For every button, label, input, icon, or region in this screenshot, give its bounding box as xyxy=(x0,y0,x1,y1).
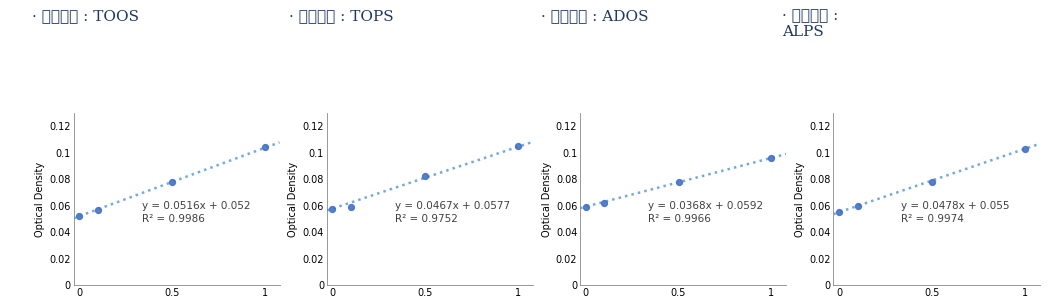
Point xyxy=(342,205,359,209)
Point xyxy=(70,214,87,219)
Y-axis label: Optical Density: Optical Density xyxy=(795,162,805,236)
Point xyxy=(417,174,434,179)
Point xyxy=(89,207,106,212)
Text: y = 0.0467x + 0.0577
R² = 0.9752: y = 0.0467x + 0.0577 R² = 0.9752 xyxy=(395,201,510,224)
Point xyxy=(256,145,273,150)
Point xyxy=(595,200,612,205)
Point xyxy=(763,156,780,160)
Text: · 발색시약 : TOPS: · 발색시약 : TOPS xyxy=(289,9,394,23)
Text: · 발색시약 : ADOS: · 발색시약 : ADOS xyxy=(541,9,648,23)
Y-axis label: Optical Density: Optical Density xyxy=(35,162,45,236)
Point xyxy=(324,206,341,211)
Point xyxy=(923,179,940,184)
Text: · 발색시약 :
ALPS: · 발색시약 : ALPS xyxy=(782,9,839,39)
Text: y = 0.0478x + 0.055
R² = 0.9974: y = 0.0478x + 0.055 R² = 0.9974 xyxy=(902,201,1010,224)
Y-axis label: Optical Density: Optical Density xyxy=(542,162,551,236)
Point xyxy=(1016,146,1033,151)
Point xyxy=(670,179,687,184)
Y-axis label: Optical Density: Optical Density xyxy=(289,162,298,236)
Text: y = 0.0516x + 0.052
R² = 0.9986: y = 0.0516x + 0.052 R² = 0.9986 xyxy=(142,201,250,224)
Point xyxy=(578,204,594,209)
Point xyxy=(831,210,847,215)
Point xyxy=(509,144,526,148)
Point xyxy=(849,203,866,208)
Point xyxy=(164,179,181,184)
Text: y = 0.0368x + 0.0592
R² = 0.9966: y = 0.0368x + 0.0592 R² = 0.9966 xyxy=(648,201,763,224)
Text: · 발색시약 : TOOS: · 발색시약 : TOOS xyxy=(32,9,139,23)
